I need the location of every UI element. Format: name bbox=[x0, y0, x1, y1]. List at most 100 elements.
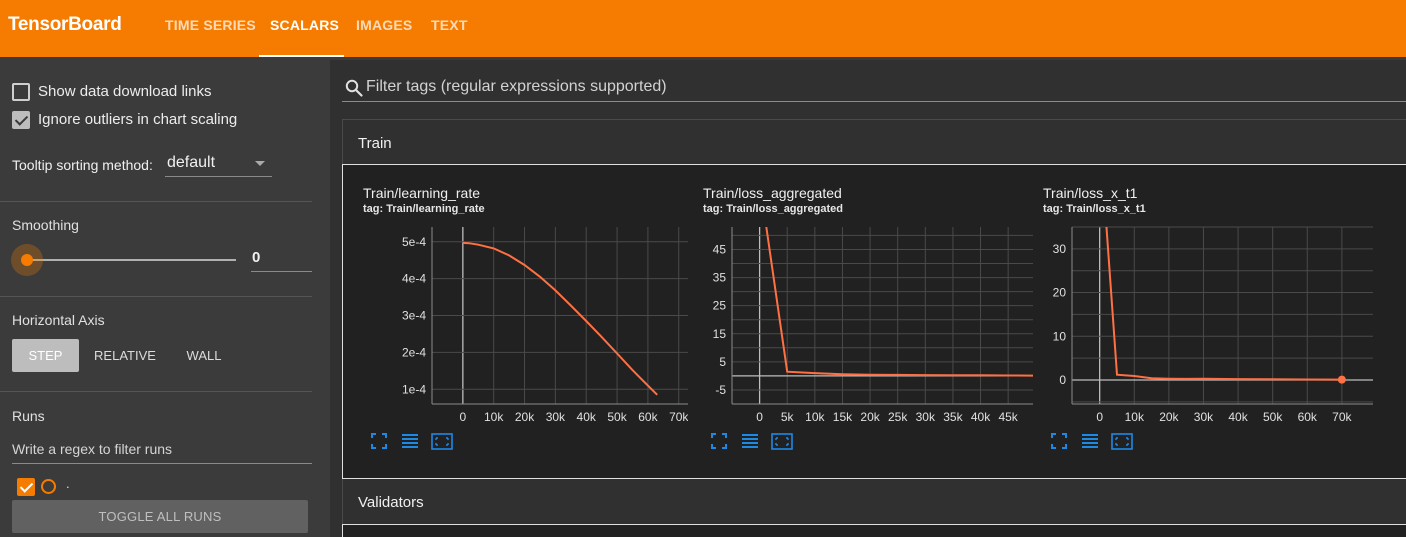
group-body-train bbox=[342, 164, 1406, 479]
divider bbox=[0, 296, 312, 297]
tooltip-sorting-label: Tooltip sorting method: bbox=[12, 157, 153, 173]
series-line bbox=[462, 241, 658, 396]
y-tick-label: 0 bbox=[1059, 373, 1066, 387]
show-download-links-label: Show data download links bbox=[38, 83, 212, 100]
show-download-links-checkbox[interactable] bbox=[12, 83, 30, 101]
x-tick-label: 40k bbox=[971, 410, 991, 424]
tooltip-sorting-underline bbox=[165, 176, 272, 177]
legend-toggle-icon[interactable] bbox=[741, 433, 764, 456]
search-icon bbox=[345, 79, 363, 97]
x-tick-label: 40k bbox=[1228, 410, 1248, 424]
divider bbox=[0, 201, 312, 202]
run-color-circle-icon[interactable] bbox=[41, 479, 56, 494]
fit-domain-icon[interactable] bbox=[1111, 433, 1134, 456]
y-tick-label: 15 bbox=[713, 327, 727, 341]
last-point-marker bbox=[1337, 375, 1346, 384]
y-tick-label: 5e-4 bbox=[402, 235, 426, 249]
x-tick-label: 30k bbox=[546, 410, 566, 424]
x-tick-label: 5k bbox=[781, 410, 795, 424]
y-tick-label: 3e-4 bbox=[402, 309, 426, 323]
x-tick-label: 0 bbox=[756, 410, 763, 424]
y-tick-label: 4e-4 bbox=[402, 272, 426, 286]
smoothing-slider-track[interactable] bbox=[28, 259, 236, 261]
x-tick-label: 30k bbox=[916, 410, 936, 424]
group-header-train[interactable]: Train bbox=[342, 119, 1406, 165]
tag-filter-input[interactable]: Filter tags (regular expressions support… bbox=[366, 78, 667, 95]
x-tick-label: 60k bbox=[638, 410, 658, 424]
chevron-down-icon[interactable] bbox=[255, 161, 265, 166]
x-tick-label: 70k bbox=[669, 410, 688, 424]
ignore-outliers-checkbox[interactable] bbox=[12, 111, 30, 129]
fullscreen-icon[interactable] bbox=[711, 433, 734, 456]
runs-filter-input[interactable]: Write a regex to filter runs bbox=[12, 441, 173, 457]
series-line bbox=[765, 227, 1033, 377]
card-title: Train/learning_rate bbox=[363, 185, 480, 201]
tab-text[interactable]: TEXT bbox=[431, 17, 468, 33]
tab-time-series[interactable]: TIME SERIES bbox=[165, 17, 256, 33]
divider bbox=[0, 391, 312, 392]
run-checkbox[interactable] bbox=[17, 478, 35, 496]
y-tick-label: 35 bbox=[713, 271, 727, 285]
app-title: TensorBoard bbox=[8, 14, 122, 35]
runs-label: Runs bbox=[12, 408, 45, 424]
y-tick-label: 1e-4 bbox=[402, 382, 426, 396]
tab-scalars[interactable]: SCALARS bbox=[270, 17, 340, 33]
x-tick-label: 35k bbox=[943, 410, 963, 424]
group-header-validators[interactable]: Validators bbox=[342, 479, 1406, 525]
card-title: Train/loss_x_t1 bbox=[1043, 185, 1138, 201]
horizontal-axis-label: Horizontal Axis bbox=[12, 312, 105, 328]
y-tick-label: 5 bbox=[719, 355, 726, 369]
x-tick-label: 50k bbox=[1263, 410, 1283, 424]
x-tick-label: 10k bbox=[805, 410, 825, 424]
learning-rate-chart[interactable]: 0 10k 20k 30k 40k 50k 60k 70k 1e-4 2e-4 3e-4 4e-4 5e… bbox=[362, 222, 688, 428]
smoothing-value-underline bbox=[251, 271, 312, 272]
tag-filter-underline bbox=[342, 101, 1406, 102]
fit-domain-icon[interactable] bbox=[771, 433, 794, 456]
y-tick-label: 20 bbox=[1053, 286, 1067, 300]
card-tag: tag: Train/loss_x_t1 bbox=[1043, 203, 1146, 215]
x-tick-label: 40k bbox=[577, 410, 597, 424]
group-name: Train bbox=[358, 135, 392, 152]
x-tick-label: 30k bbox=[1194, 410, 1214, 424]
legend-toggle-icon[interactable] bbox=[401, 433, 424, 456]
axis-relative-button[interactable]: RELATIVE bbox=[94, 348, 156, 363]
y-tick-label: -5 bbox=[715, 383, 726, 397]
x-tick-label: 20k bbox=[1159, 410, 1179, 424]
sidebar: Show data download links Ignore outliers… bbox=[0, 60, 330, 537]
loss-aggregated-chart[interactable]: 0 5k 10k 15k 20k 25k 30k 35k 40k 45k -5 5 15 25 35 45 bbox=[702, 222, 1038, 428]
ignore-outliers-label: Ignore outliers in chart scaling bbox=[38, 111, 238, 128]
smoothing-slider-thumb[interactable] bbox=[21, 254, 33, 266]
card-title: Train/loss_aggregated bbox=[703, 185, 842, 201]
axis-step-button[interactable]: STEP bbox=[12, 339, 79, 372]
x-tick-label: 15k bbox=[833, 410, 853, 424]
x-tick-label: 25k bbox=[888, 410, 908, 424]
x-tick-label: 50k bbox=[607, 410, 627, 424]
top-bar-shadow bbox=[0, 57, 1406, 60]
y-tick-label: 25 bbox=[713, 299, 727, 313]
series-line bbox=[1105, 227, 1342, 381]
x-tick-label: 0 bbox=[459, 410, 466, 424]
x-tick-label: 70k bbox=[1332, 410, 1352, 424]
y-tick-label: 10 bbox=[1053, 329, 1067, 343]
legend-toggle-icon[interactable] bbox=[1081, 433, 1104, 456]
tooltip-sorting-select[interactable]: default bbox=[167, 154, 216, 171]
x-tick-label: 20k bbox=[515, 410, 535, 424]
smoothing-value-input[interactable]: 0 bbox=[252, 249, 261, 266]
tab-images[interactable]: IMAGES bbox=[356, 17, 413, 33]
y-tick-label: 2e-4 bbox=[402, 345, 426, 359]
x-tick-label: 10k bbox=[1125, 410, 1145, 424]
card-tag: tag: Train/learning_rate bbox=[363, 203, 485, 215]
axis-wall-button[interactable]: WALL bbox=[186, 348, 222, 363]
loss-x-t1-chart[interactable]: 0 10k 20k 30k 40k 50k 60k 70k 0 10 20 30 bbox=[1042, 222, 1382, 428]
run-name: . bbox=[66, 476, 70, 491]
x-tick-label: 10k bbox=[484, 410, 504, 424]
y-tick-label: 45 bbox=[713, 242, 727, 256]
fullscreen-icon[interactable] bbox=[1051, 433, 1074, 456]
fullscreen-icon[interactable] bbox=[371, 433, 394, 456]
x-tick-label: 0 bbox=[1096, 410, 1103, 424]
card-tag: tag: Train/loss_aggregated bbox=[703, 203, 843, 215]
toggle-all-runs-button[interactable]: TOGGLE ALL RUNS bbox=[12, 500, 308, 533]
x-tick-label: 20k bbox=[860, 410, 880, 424]
fit-domain-icon[interactable] bbox=[431, 433, 454, 456]
x-tick-label: 60k bbox=[1298, 410, 1318, 424]
